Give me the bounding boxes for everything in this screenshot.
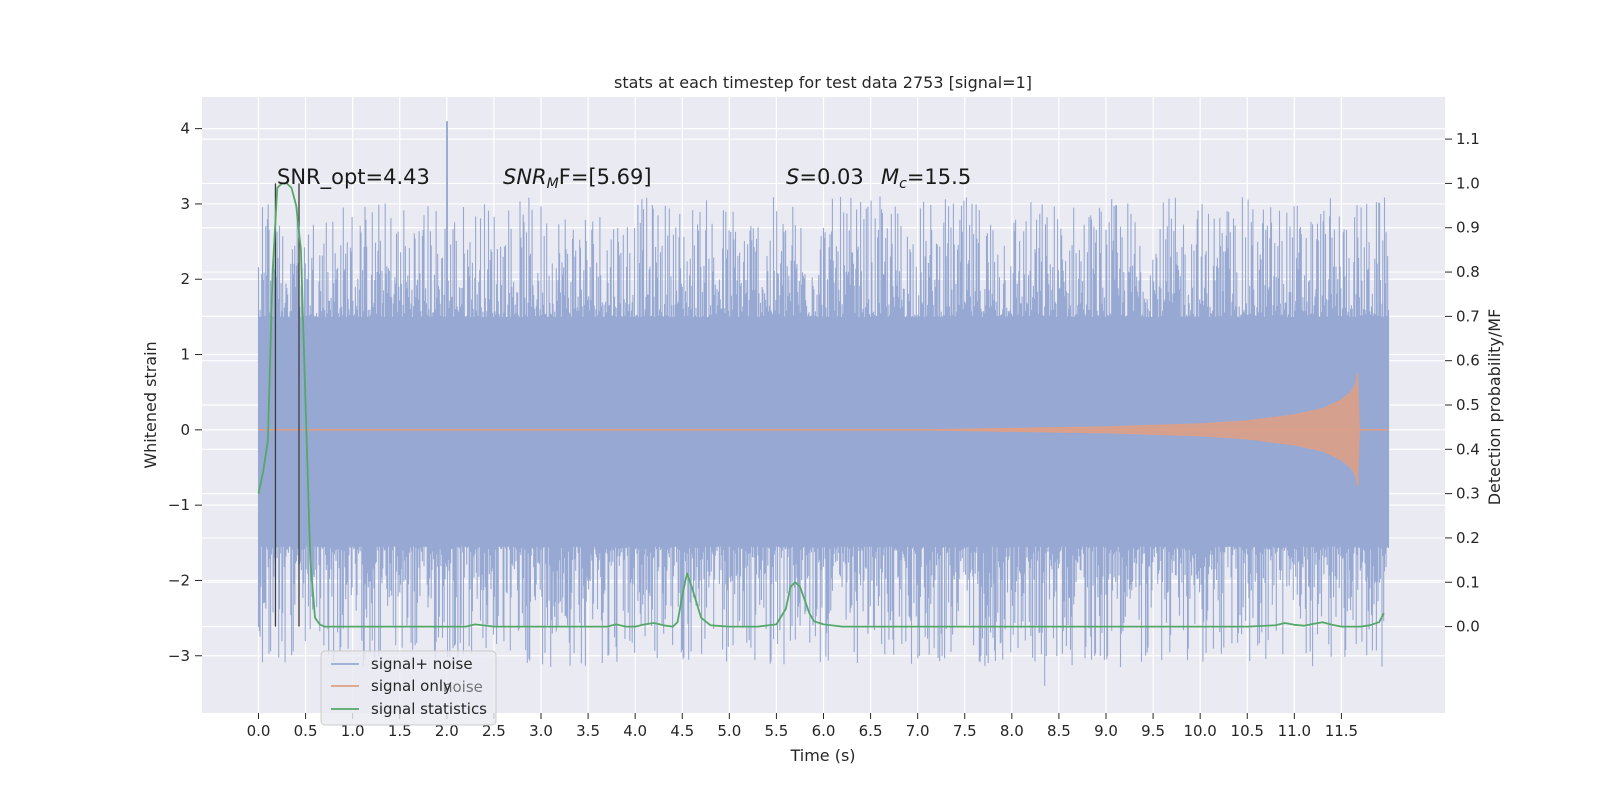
x-tick-label: 6.0 — [812, 722, 836, 740]
y-tick-label-right: 0.6 — [1456, 352, 1480, 370]
x-tick-label: 2.0 — [435, 722, 459, 740]
x-tick-label: 0.5 — [294, 722, 318, 740]
y-tick-label-right: 0.9 — [1456, 219, 1480, 237]
y-axis-label-left: Whitened strain — [141, 341, 160, 468]
y-axis-label-right: Detection probability/MF — [1485, 309, 1504, 506]
signal-statistics-line — [257, 182, 1385, 628]
legend-label-signal-statistics: signal statistics — [371, 700, 487, 718]
y-tick-label-right: 1.1 — [1456, 130, 1480, 148]
x-tick-label: 4.0 — [623, 722, 647, 740]
x-tick-label: 6.5 — [859, 722, 883, 740]
y-tick-label-right: 0.2 — [1456, 529, 1480, 547]
x-axis-label: Time (s) — [789, 746, 855, 765]
annotation-s: S=0.03 — [786, 165, 864, 189]
y-tick-label-left: −2 — [168, 571, 190, 589]
y-tick-label-right: 0.0 — [1456, 618, 1480, 636]
y-tick-label-left: −1 — [168, 496, 190, 514]
y-tick-label-right: 0.1 — [1456, 573, 1480, 591]
x-tick-label: 9.5 — [1141, 722, 1165, 740]
x-tick-label: 4.5 — [670, 722, 694, 740]
y-tick-label-right: 0.4 — [1456, 440, 1480, 458]
y-tick-label-left: 2 — [180, 270, 190, 288]
noise-trace — [257, 121, 1390, 686]
series-signal-statistics — [257, 182, 1385, 628]
x-tick-label: 8.0 — [1000, 722, 1024, 740]
x-tick-label: 7.5 — [953, 722, 977, 740]
x-tick-label: 1.0 — [341, 722, 365, 740]
legend-label-signal-only: signal only — [371, 677, 452, 695]
annotations: SNR_opt=4.43 SNRMF=[5.69] S=0.03 Mc=15.5 — [277, 165, 971, 192]
y-tick-label-right: 0.3 — [1456, 485, 1480, 503]
x-tick-label: 10.0 — [1183, 722, 1216, 740]
legend: noise signal+ noise signal only signal s… — [320, 650, 497, 726]
y-tick-label-left: 0 — [180, 421, 190, 439]
x-axis: 0.0 0.5 1.0 1.5 2.0 2.5 3.0 3.5 4.0 4.5 5.0 5.5 6.0 6… — [247, 713, 1358, 740]
y-tick-label-right: 0.7 — [1456, 307, 1480, 325]
x-tick-label: 2.5 — [482, 722, 506, 740]
legend-ghost-text: noise — [443, 678, 483, 696]
annotation-snr-mf: SNRMF=[5.69] — [503, 165, 652, 192]
x-tick-label: 8.5 — [1047, 722, 1071, 740]
x-tick-label: 5.5 — [764, 722, 788, 740]
x-tick-label: 3.0 — [529, 722, 553, 740]
x-tick-label: 11.5 — [1325, 722, 1358, 740]
x-tick-label: 9.0 — [1094, 722, 1118, 740]
y-tick-label-left: 4 — [180, 120, 190, 138]
y-axis-left: −3 −2 −1 0 1 2 3 4 — [168, 120, 202, 665]
x-tick-label: 0.0 — [247, 722, 271, 740]
legend-label-signal-noise: signal+ noise — [371, 655, 473, 673]
x-tick-label: 3.5 — [576, 722, 600, 740]
x-tick-label: 1.5 — [388, 722, 412, 740]
y-tick-label-right: 0.8 — [1456, 263, 1480, 281]
series-signal-only — [258, 372, 1389, 487]
y-tick-label-right: 1.0 — [1456, 174, 1480, 192]
annotation-mc: Mc=15.5 — [881, 165, 971, 192]
y-axis-right: 0.0 0.1 0.2 0.3 0.4 0.5 0.6 0.7 0.8 0.9 1.0 1.1 — [1445, 130, 1480, 636]
x-tick-label: 11.0 — [1278, 722, 1311, 740]
chart-title: stats at each timestep for test data 275… — [614, 73, 1032, 92]
x-tick-label: 7.0 — [906, 722, 930, 740]
legend-box — [320, 650, 497, 726]
x-tick-label: 10.5 — [1231, 722, 1264, 740]
vertical-markers — [274, 183, 300, 627]
y-tick-label-left: 1 — [180, 346, 190, 364]
annotation-snr-opt: SNR_opt=4.43 — [277, 165, 430, 190]
y-tick-label-left: −3 — [168, 647, 190, 665]
x-tick-label: 5.0 — [717, 722, 741, 740]
y-tick-label-right: 0.5 — [1456, 396, 1480, 414]
y-tick-label-left: 3 — [180, 195, 190, 213]
